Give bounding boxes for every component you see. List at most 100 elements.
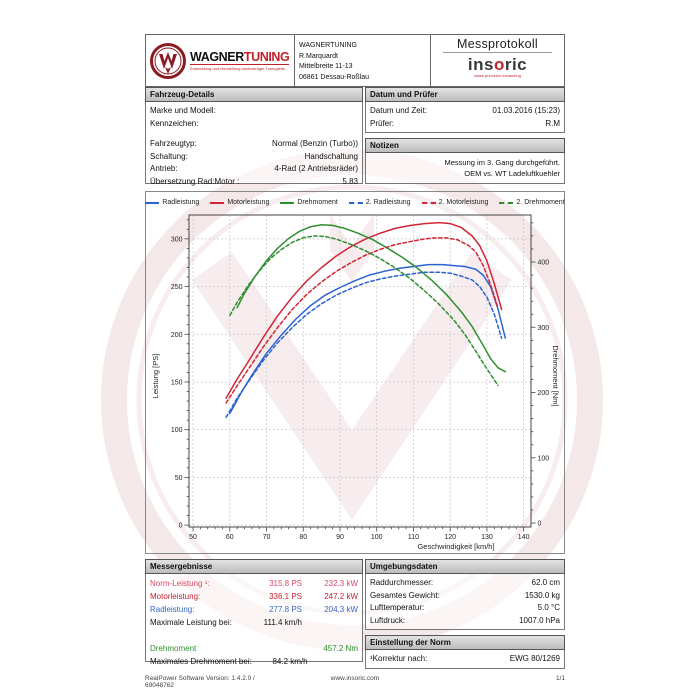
svg-text:200: 200 [538, 390, 550, 397]
svg-text:90: 90 [336, 534, 344, 541]
svg-text:70: 70 [263, 534, 271, 541]
vehicle-details: Fahrzeug-Details Marke und Modell: Kennz… [145, 87, 363, 186]
svg-text:140: 140 [518, 534, 530, 541]
svg-text:60: 60 [226, 534, 234, 541]
table-row: Raddurchmesser: 62.0 cm [370, 578, 560, 587]
page-number: 1/1 [555, 674, 565, 682]
insoric-url: www.insoric.com [330, 674, 380, 682]
section-header: Umgebungsdaten [365, 559, 565, 574]
legend-label: 2. Radleistung [365, 199, 411, 206]
legend-swatch [210, 201, 225, 204]
result-row: Norm-Leistung ¹: 315.8 PS 232.3 kW [150, 579, 358, 588]
legend-item: Radleistung [145, 197, 199, 208]
brand-black: WAGNER [190, 49, 244, 64]
svg-text:120: 120 [444, 534, 456, 541]
series-motorleistung [225, 221, 503, 399]
table-row: Übersetzung Rad:Motor :5.83 [150, 176, 358, 186]
section-header: Einstellung der Norm [365, 635, 565, 650]
svg-text:300: 300 [538, 325, 550, 332]
legend-swatch [421, 201, 436, 204]
svg-text:300: 300 [171, 236, 183, 243]
svg-text:130: 130 [481, 534, 493, 541]
series-radleistung [229, 263, 507, 415]
protocol-title-block: Messprotokoll insoric swiss precision me… [430, 35, 564, 86]
svg-text:0: 0 [538, 521, 542, 528]
svg-text:110: 110 [408, 534, 419, 541]
result-row: Radleistung: 277.8 PS 204.3 kW [150, 605, 358, 614]
section-header: Fahrzeug-Details [145, 87, 363, 102]
table-row: Antrieb: 4-Rad (2 Antriebsräder) [150, 164, 358, 173]
svg-text:150: 150 [171, 379, 183, 386]
address-line: WAGNERTUNING [299, 42, 357, 49]
section-header: Notizen [365, 138, 565, 153]
section-header: Datum und Prüfer [365, 87, 565, 102]
legend-item: 2. Motorleistung [421, 197, 489, 208]
table-row: Prüfer: R.M [370, 118, 560, 128]
legend-swatch [280, 201, 295, 204]
y-right-axis-label: Drehmoment [Nm] [551, 345, 560, 406]
document-header: WAGNERTUNING Entwicklung und Herstellung… [145, 34, 565, 87]
svg-text:50: 50 [189, 534, 197, 541]
dyno-chart: Radleistung Motorleistung Drehmoment 2. Rad… [145, 191, 565, 554]
series-2-radleistung [225, 271, 503, 419]
legend-label: Motorleistung [227, 199, 270, 206]
brand-name: WAGNERTUNING [190, 49, 290, 64]
series-drehmoment [236, 224, 507, 373]
series-2-drehmoment [229, 235, 499, 387]
results-section: Messergebnisse Norm-Leistung ¹: 315.8 PS 2… [145, 559, 565, 669]
brand-tagline: Entwicklung und Herstellung hochwertiger… [190, 63, 290, 71]
result-row: Motorleistung: 336.1 PS 247.2 kW [150, 592, 358, 601]
table-row: Schaltung: Handschaltung [150, 151, 358, 161]
legend-swatch [145, 201, 160, 204]
svg-text:100: 100 [371, 534, 383, 541]
wagner-logo: WAGNERTUNING Entwicklung und Herstellung… [146, 35, 294, 86]
section-header: Messergebnisse [145, 559, 363, 574]
title-divider [443, 52, 552, 53]
document: WAGNERTUNING Entwicklung und Herstellung… [145, 34, 565, 689]
address-line: R.Marquardt [299, 52, 338, 60]
legend-label: Drehmoment [297, 199, 338, 206]
legend-item: 2. Radleistung [348, 197, 411, 208]
legend-item: Drehmoment [280, 197, 338, 208]
software-version: RealPower Software Version: 1.4.2.0 / 69… [145, 674, 255, 689]
legend-item: Motorleistung [210, 197, 269, 208]
address-line: Mittelbreite 11-13 [299, 63, 353, 70]
y-left-axis-label: Leistung [PS] [151, 354, 160, 399]
date-and-notes: Datum und Prüfer Datum und Zeit: 01.03.20… [365, 87, 565, 184]
wagner-logo-icon [150, 42, 186, 79]
table-row: Kennzeichen: [150, 118, 199, 128]
info-section: Fahrzeug-Details Marke und Modell: Kennz… [145, 87, 565, 186]
series-2-motorleistung [225, 237, 499, 404]
svg-text:100: 100 [538, 455, 550, 462]
environment-and-norm: Umgebungsdaten Raddurchmesser: 62.0 cm Ge… [365, 559, 565, 669]
result-row: Drehmoment 457.2 Nm [150, 644, 358, 653]
table-row: Marke und Modell: [150, 106, 216, 115]
chart-plot: 50 60 70 80 90 100 110 120 130 140 0 50 100 150 200 250… [151, 214, 560, 551]
page-footer: RealPower Software Version: 1.4.2.0 / 69… [145, 675, 565, 689]
brand-red: TUNING [243, 49, 290, 64]
table-row: Datum und Zeit: 01.03.2016 (15:23) [370, 106, 560, 115]
notes-text: Messung im 3. Gang durchgeführt. OEM vs.… [365, 153, 565, 184]
table-row: ¹Korrektur nach: EWG 80/1269 [370, 654, 560, 663]
chart-legend: Radleistung Motorleistung Drehmoment 2. Rad… [145, 192, 565, 208]
table-row: Lufttemperatur: 5.0 °C [370, 603, 560, 612]
result-row: Maximales Drehmoment bei: 84.2 km/h [150, 657, 308, 666]
table-row: Gesamtes Gewicht: 1530.0 kg [370, 590, 560, 600]
legend-label: 2. Motorleistung [438, 199, 489, 206]
svg-text:250: 250 [171, 284, 183, 291]
svg-text:80: 80 [299, 534, 307, 541]
svg-text:200: 200 [171, 332, 183, 339]
svg-text:50: 50 [175, 475, 183, 482]
measurement-results: Messergebnisse Norm-Leistung ¹: 315.8 PS 2… [145, 559, 363, 669]
svg-text:400: 400 [538, 259, 550, 266]
insoric-tagline: swiss precision measuring [474, 73, 521, 78]
svg-text:0: 0 [179, 523, 183, 530]
x-axis-label: Geschwindigkeit [km/h] [417, 542, 494, 551]
address-line: 06861 Dessau-Roßlau [299, 73, 370, 81]
legend-label: 2. Drehmoment [516, 199, 565, 206]
table-row: Fahrzeugtyp: Normal (Benzin (Turbo)) [150, 139, 358, 148]
table-row: Luftdruck: 1007.0 hPa [370, 615, 560, 625]
result-row: Maximale Leistung bei: 111.4 km/h [150, 618, 302, 627]
legend-item: 2. Drehmoment [499, 197, 565, 208]
page-title: Messprotokoll [456, 37, 538, 51]
